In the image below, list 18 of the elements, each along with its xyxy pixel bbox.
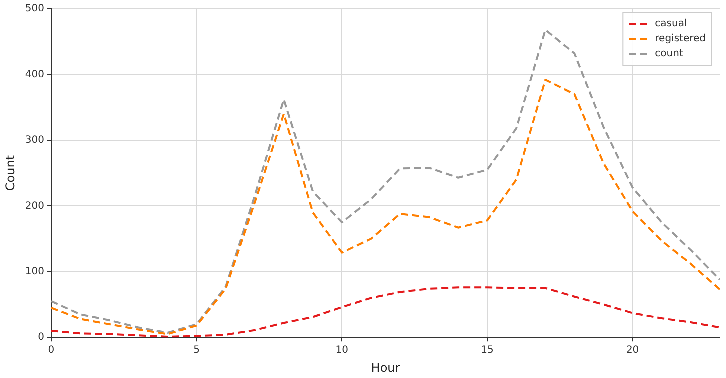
legend-label: casual xyxy=(655,18,688,30)
y-axis-title: Count xyxy=(3,155,18,192)
line-series xyxy=(51,29,720,334)
x-axis-title: Hour xyxy=(371,360,400,375)
y-tick-label: 500 xyxy=(25,4,44,15)
legend-label: count xyxy=(655,48,684,60)
y-tick-label: 400 xyxy=(25,69,44,80)
y-tick-label: 200 xyxy=(25,200,44,212)
y-tick-label: 300 xyxy=(25,135,44,146)
y-tick-label: 100 xyxy=(25,266,44,278)
legend-label: registered xyxy=(655,34,706,45)
x-tick-label: 20 xyxy=(626,345,640,356)
y-tick-label: 0 xyxy=(38,332,44,344)
line-series xyxy=(51,78,720,336)
x-tick-label: 0 xyxy=(48,345,55,356)
x-tick-label: 15 xyxy=(481,345,494,356)
x-tick-label: 10 xyxy=(336,345,349,356)
x-tick-label: 5 xyxy=(194,345,200,356)
